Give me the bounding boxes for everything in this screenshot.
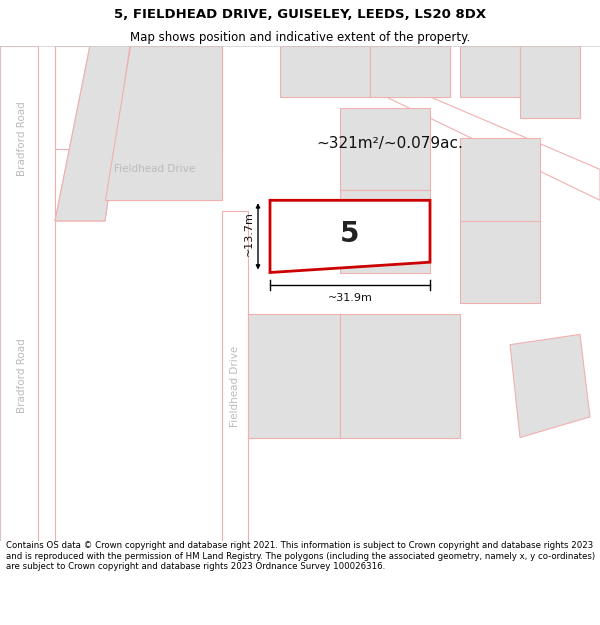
Text: 5: 5 [340,220,360,248]
Text: Bradford Road: Bradford Road [17,101,27,176]
Text: ~31.9m: ~31.9m [328,293,373,303]
Polygon shape [340,314,460,438]
Text: Map shows position and indicative extent of the property.: Map shows position and indicative extent… [130,31,470,44]
Text: Fieldhead Drive: Fieldhead Drive [115,164,196,174]
Polygon shape [55,46,130,221]
Text: ~321m²/~0.079ac.: ~321m²/~0.079ac. [317,136,463,151]
Polygon shape [280,46,600,200]
Text: Contains OS data © Crown copyright and database right 2021. This information is : Contains OS data © Crown copyright and d… [6,541,595,571]
Polygon shape [0,46,38,541]
Polygon shape [280,46,370,97]
Text: Bradford Road: Bradford Road [17,338,27,413]
Polygon shape [460,221,540,303]
Polygon shape [105,46,222,200]
Polygon shape [55,46,130,221]
Polygon shape [55,46,222,149]
Polygon shape [270,200,430,272]
Polygon shape [248,314,340,438]
Polygon shape [370,46,450,97]
Polygon shape [340,107,430,190]
Polygon shape [460,138,540,221]
Text: ~13.7m: ~13.7m [244,211,254,256]
Polygon shape [510,334,590,437]
Polygon shape [520,46,580,118]
Text: 5, FIELDHEAD DRIVE, GUISELEY, LEEDS, LS20 8DX: 5, FIELDHEAD DRIVE, GUISELEY, LEEDS, LS2… [114,8,486,21]
Polygon shape [222,211,248,541]
Polygon shape [460,46,520,97]
Polygon shape [340,190,430,272]
Text: Fieldhead Drive: Fieldhead Drive [230,345,240,426]
